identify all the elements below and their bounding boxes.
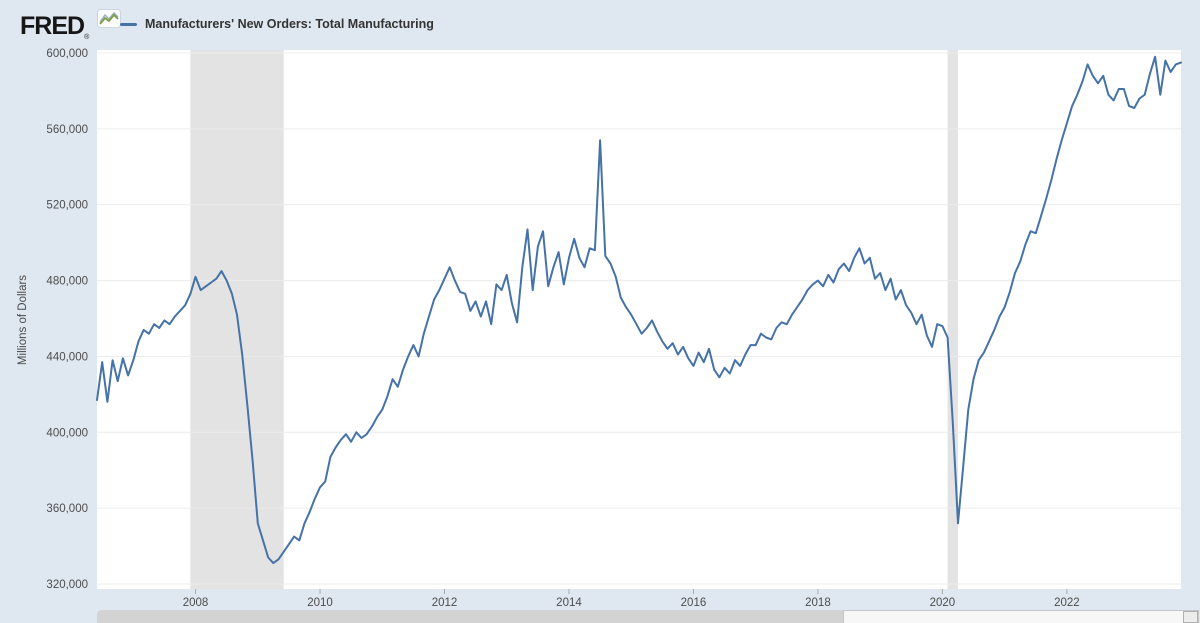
x-axis-tick-label: 2018 bbox=[805, 597, 831, 609]
x-axis-tick-label: 2016 bbox=[681, 597, 707, 609]
registered-trademark: ® bbox=[84, 34, 90, 41]
x-axis-tick-label: 2008 bbox=[183, 597, 209, 609]
y-axis-tick-label: 320,000 bbox=[46, 579, 88, 591]
date-range-slider-selected[interactable] bbox=[97, 610, 843, 623]
date-range-slider-track[interactable] bbox=[843, 610, 1199, 623]
x-axis-tick-label: 2022 bbox=[1054, 597, 1080, 609]
y-axis-title: Millions of Dollars bbox=[17, 274, 29, 366]
recession-band bbox=[947, 50, 958, 589]
slider-handle[interactable] bbox=[1183, 611, 1198, 623]
legend: Manufacturers' New Orders: Total Manufac… bbox=[120, 17, 434, 31]
header: FRED® Manufacturers' New Orders: Total M… bbox=[0, 0, 1200, 46]
y-axis-tick-label: 520,000 bbox=[46, 200, 88, 212]
legend-line-swatch bbox=[120, 22, 137, 26]
y-axis-tick-label: 400,000 bbox=[46, 427, 88, 439]
fred-logo[interactable]: FRED® bbox=[20, 9, 121, 41]
y-axis-tick-label: 440,000 bbox=[46, 351, 88, 363]
y-axis-tick-label: 480,000 bbox=[46, 276, 88, 288]
x-axis-tick-label: 2010 bbox=[307, 597, 333, 609]
legend-label: Manufacturers' New Orders: Total Manufac… bbox=[145, 17, 434, 31]
y-axis-tick-label: 560,000 bbox=[46, 124, 88, 136]
x-axis-tick-label: 2012 bbox=[432, 597, 458, 609]
x-axis-tick-label: 2014 bbox=[556, 597, 582, 609]
fred-logo-chart-icon bbox=[96, 9, 121, 28]
y-axis-tick-label: 600,000 bbox=[46, 48, 88, 60]
data-line bbox=[96, 55, 1182, 565]
fred-logo-text: FRED bbox=[20, 12, 85, 40]
x-axis-tick-label: 2020 bbox=[930, 597, 956, 609]
y-axis-tick-label: 360,000 bbox=[46, 503, 88, 515]
